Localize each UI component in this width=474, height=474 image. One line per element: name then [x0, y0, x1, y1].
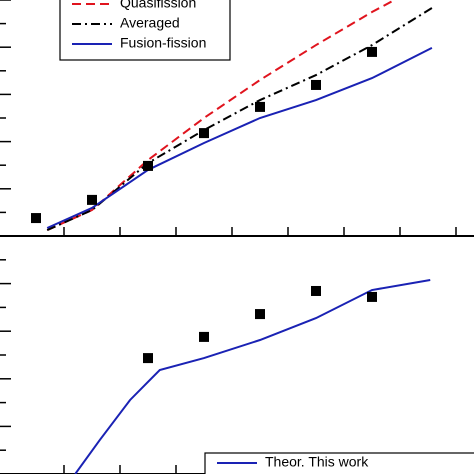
data-point [143, 160, 153, 171]
data-point [87, 194, 97, 205]
data-point [367, 291, 377, 302]
data-point [255, 309, 265, 320]
data-point [31, 213, 41, 224]
series-line [46, 47, 433, 229]
data-point [367, 46, 377, 57]
legend-label: Theor. This work [265, 454, 369, 470]
data-point [199, 128, 209, 139]
legend-label: Quasifission [120, 0, 196, 11]
legend-box [204, 452, 474, 474]
legend-label: Averaged [120, 15, 180, 31]
data-point [199, 331, 209, 342]
series-line [74, 279, 431, 474]
data-point [255, 101, 265, 112]
legend-label: Fusion-fission [120, 35, 206, 51]
data-point [311, 79, 321, 90]
legend-box [59, 0, 231, 61]
data-point [311, 285, 321, 296]
data-point [143, 353, 153, 364]
